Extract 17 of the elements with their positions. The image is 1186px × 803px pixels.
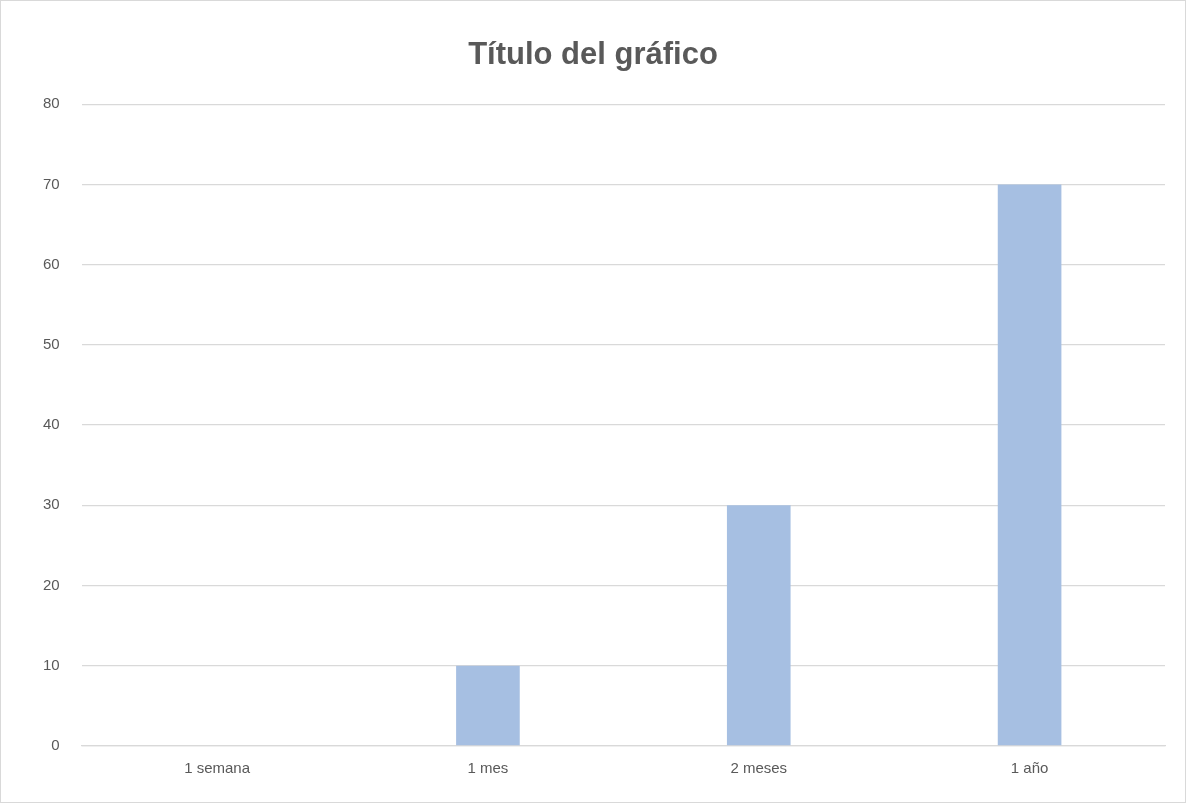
x-tick-label: 2 meses xyxy=(730,759,788,777)
x-tick-label: 1 año xyxy=(1010,759,1049,777)
y-tick-label: 80 xyxy=(43,94,60,112)
y-tick-label: 0 xyxy=(51,736,60,754)
y-tick-label: 30 xyxy=(43,495,60,513)
bar xyxy=(456,665,520,746)
y-tick-label: 60 xyxy=(43,254,60,272)
y-tick-label: 50 xyxy=(43,335,60,353)
y-tick-label: 70 xyxy=(43,174,60,192)
y-tick-label: 10 xyxy=(43,655,60,673)
y-tick-label: 20 xyxy=(43,575,60,593)
x-tick-label: 1 semana xyxy=(184,759,251,777)
chart-title: Título del gráfico xyxy=(468,36,718,72)
bar xyxy=(997,184,1062,746)
x-tick-label: 1 mes xyxy=(467,759,509,777)
bar xyxy=(726,505,791,746)
y-tick-label: 40 xyxy=(43,415,60,433)
